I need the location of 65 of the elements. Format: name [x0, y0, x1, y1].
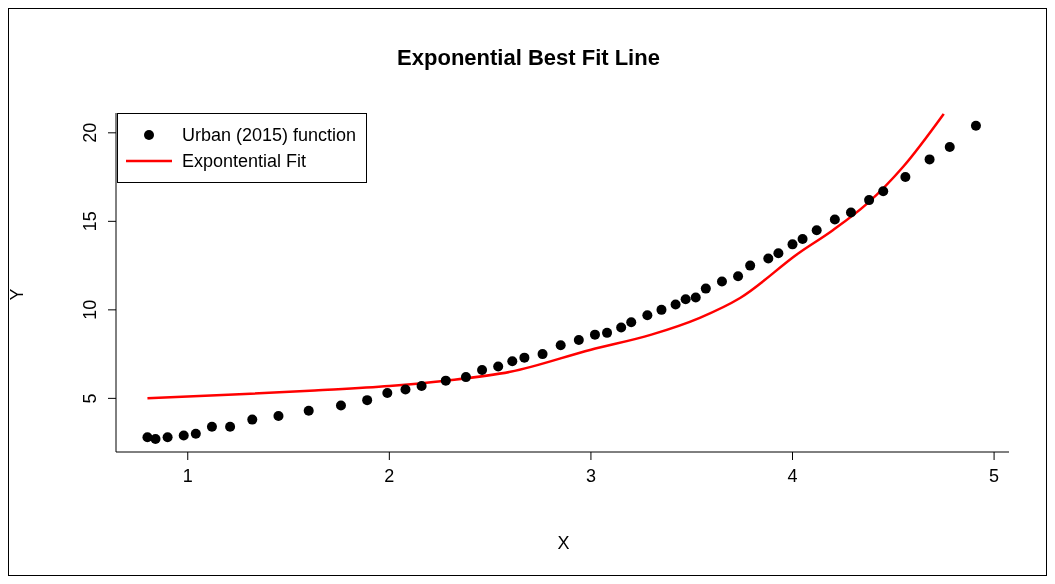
point: [206, 421, 217, 432]
y-tick-label: 20: [80, 122, 100, 143]
x-tick-label: 3: [585, 466, 596, 486]
point: [273, 411, 284, 422]
legend-label: Urban (2015) function: [182, 124, 357, 147]
chart-title: Exponential Best Fit Line: [396, 45, 661, 71]
point: [878, 186, 889, 197]
point: [773, 248, 784, 259]
point: [225, 421, 236, 432]
point: [680, 294, 691, 305]
point: [382, 388, 393, 399]
point: [763, 253, 774, 264]
x-tick-label: 5: [989, 466, 1000, 486]
point: [811, 225, 822, 236]
point: [900, 172, 911, 183]
point: [944, 141, 955, 152]
point: [970, 120, 981, 131]
x-tick-label: 4: [787, 466, 798, 486]
point: [829, 214, 840, 225]
point: [493, 361, 504, 372]
point: [845, 207, 856, 218]
point: [573, 334, 584, 345]
point: [690, 292, 701, 303]
point: [700, 283, 711, 294]
point: [247, 414, 258, 425]
legend-label: Expontential Fit: [182, 150, 307, 173]
point: [716, 276, 727, 287]
point: [178, 430, 189, 441]
x-axis-title: X: [556, 533, 571, 554]
point: [589, 329, 600, 340]
point: [460, 372, 471, 383]
point: [733, 271, 744, 282]
point: [142, 432, 153, 443]
point: [864, 195, 875, 206]
point: [670, 299, 681, 310]
point: [787, 239, 798, 250]
y-tick-label: 15: [80, 211, 100, 232]
point: [642, 310, 653, 321]
point: [555, 340, 566, 351]
line-series: [146, 113, 945, 400]
point: [797, 234, 808, 245]
point: [335, 400, 346, 411]
point: [477, 365, 488, 376]
x-tick-label: 2: [384, 466, 395, 486]
point: [626, 317, 637, 328]
y-tick-label: 5: [80, 393, 100, 404]
point: [602, 327, 613, 338]
point: [537, 349, 548, 360]
point: [616, 322, 627, 333]
point: [150, 434, 161, 445]
x-tick-label: 1: [182, 466, 193, 486]
point: [519, 352, 530, 363]
point: [162, 432, 173, 443]
point: [924, 154, 935, 165]
point: [416, 380, 427, 391]
point: [507, 356, 518, 367]
point: [190, 428, 201, 439]
point: [656, 304, 667, 315]
point: [440, 375, 451, 386]
point: [745, 260, 756, 271]
y-tick-label: 10: [80, 299, 100, 320]
point: [362, 395, 373, 406]
y-axis-title: Y: [6, 288, 28, 301]
point: [303, 405, 314, 416]
point: [400, 384, 411, 395]
